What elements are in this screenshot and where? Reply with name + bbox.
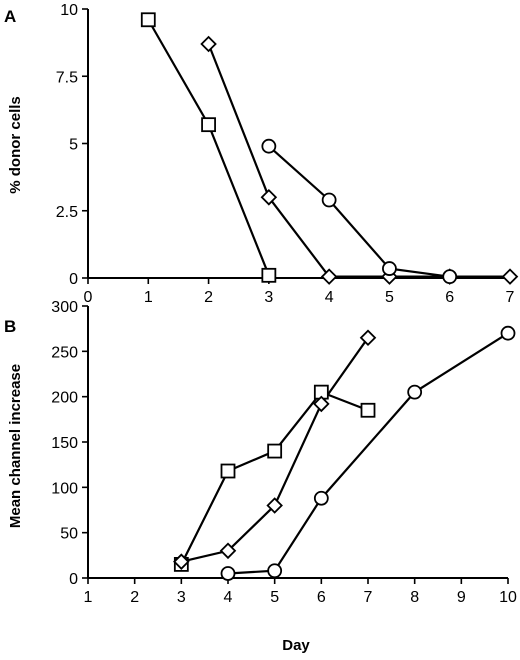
panel-b-square-point (360, 402, 376, 418)
panel-a-y-tick-label: 5 (69, 137, 78, 154)
panel-a: A % donor cells 0 2.5 5 7.5 10 0 1 2 3 4 5 6 7 (4, 2, 519, 306)
panel-a-y-tick-label: 0 (69, 271, 78, 288)
panel-a-y-tick-label: 2.5 (56, 204, 78, 221)
panel-b-y-axis-title: Mean channel increase (7, 364, 24, 528)
panel-b-x-tick-label: 5 (270, 589, 279, 606)
panel-b-y-tick-label: 200 (51, 390, 78, 407)
panel-b-x-tick-label: 1 (84, 589, 93, 606)
panel-b-diamond-point (359, 329, 377, 347)
panel-b-circle-point (313, 490, 329, 506)
panel-a-x-tick-label: 4 (325, 289, 334, 306)
panel-b-y-tick-label: 50 (60, 526, 78, 543)
panel-a-diamond-point (200, 35, 217, 53)
panel-a-y-axis-title: % donor cells (7, 96, 24, 194)
panel-b-x-tick-label: 10 (499, 589, 517, 606)
panel-a-letter: A (4, 7, 16, 26)
panel-b-x-tick-label: 3 (177, 589, 186, 606)
panel-b: B Mean channel increase Day 0 50 100 150 200… (4, 299, 517, 654)
panel-a-circle-point (382, 261, 397, 276)
panel-b-diamond-point (219, 542, 237, 560)
panel-b-x-axis-title: Day (282, 637, 310, 654)
panel-b-square-point (267, 443, 283, 459)
panel-b-diamond-point (266, 497, 283, 514)
panel-a-square-point (140, 12, 156, 28)
panel-a-square-point (201, 117, 216, 133)
panel-b-x-tick-label: 4 (224, 589, 233, 606)
panel-b-y-tick-label: 250 (51, 344, 78, 361)
panel-a-square-point (261, 267, 277, 283)
panel-b-circle-point (220, 566, 236, 581)
panel-a-x-tick-label: 3 (264, 289, 273, 306)
panel-b-x-tick-label: 8 (410, 589, 419, 606)
panel-a-diamond-point (320, 268, 338, 285)
panel-a-y-tick-label: 7.5 (56, 69, 78, 86)
panel-b-y-tick-label: 100 (51, 480, 78, 497)
panel-a-series-circle-line (268, 145, 450, 278)
panel-a-diamond-point (260, 189, 278, 206)
panel-b-x-tick-label: 2 (130, 589, 139, 606)
panel-b-circle-point (500, 325, 516, 341)
panel-b-x-tick-label: 7 (364, 589, 373, 606)
panel-b-x-tick-label: 6 (317, 589, 326, 606)
panel-b-plot-area: 0 50 100 150 200 250 300 1 2 3 4 5 6 7 8 9 10 (51, 299, 517, 606)
panel-b-y-tick-label: 150 (51, 435, 78, 452)
panel-b-diamond-point (173, 553, 190, 570)
panel-a-x-tick-label: 7 (506, 289, 515, 306)
panel-a-x-tick-label: 5 (385, 289, 394, 306)
panel-b-y-tick-label: 0 (69, 571, 78, 588)
panel-b-circle-point (267, 563, 283, 579)
panel-b-circle-point (407, 384, 423, 400)
panel-a-series-diamond-line (207, 43, 510, 278)
panel-a-diamond-point (501, 268, 519, 285)
panel-a-y-tick-label: 10 (60, 2, 78, 19)
panel-b-x-tick-label: 9 (457, 589, 466, 606)
panel-b-y-tick-label: 300 (51, 299, 78, 316)
panel-a-circle-point (442, 269, 458, 285)
panel-a-series-square-line (147, 19, 270, 276)
panel-b-diamond-point (313, 395, 330, 413)
panel-a-x-tick-label: 6 (445, 289, 454, 306)
panel-b-letter: B (4, 317, 16, 336)
panel-a-x-tick-label: 0 (84, 289, 93, 306)
panel-a-circle-point (261, 138, 277, 154)
panel-a-x-tick-label: 1 (144, 289, 153, 306)
panel-b-square-point (220, 463, 236, 479)
panel-a-x-tick-label: 2 (204, 289, 213, 306)
panel-a-plot-area: 0 2.5 5 7.5 10 0 1 2 3 4 5 6 7 (56, 2, 519, 306)
panel-a-circle-point (321, 192, 337, 208)
